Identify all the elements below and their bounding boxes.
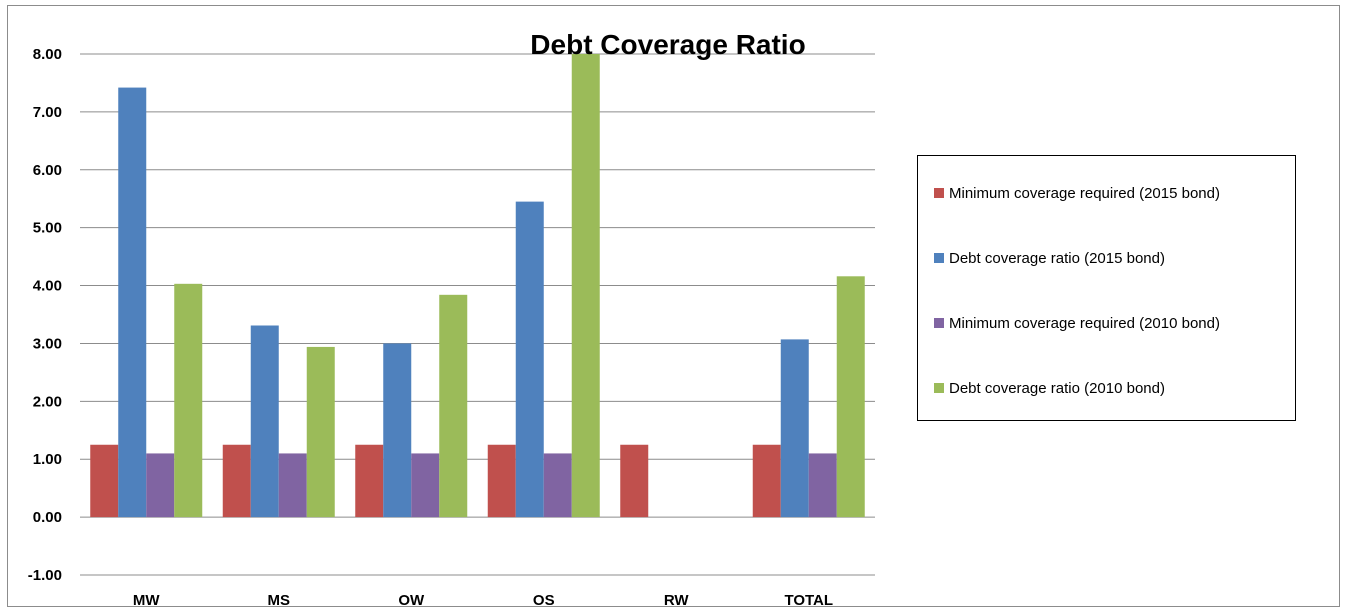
y-tick-label: 5.00 [33,220,62,237]
bar [808,453,837,518]
y-axis-ticks: 8.00 7.00 6.00 5.00 4.00 3.00 2.00 1.00 0.00 -1.0… [28,46,62,584]
y-tick-label: 2.00 [33,393,62,410]
x-category-label: OS [533,592,555,609]
y-tick-label: 3.00 [33,335,62,352]
bar [620,444,649,518]
legend-label: Minimum coverage required (2015 bond) [949,184,1220,202]
y-tick-label: -1.00 [28,567,62,584]
bar [487,444,516,518]
legend-swatch [934,253,944,263]
bar [543,453,572,518]
legend-label: Debt coverage ratio (2015 bond) [949,249,1165,267]
y-tick-label: 1.00 [33,451,62,468]
y-tick-label: 0.00 [33,509,62,526]
bar [306,346,335,518]
legend-item: Debt coverage ratio (2015 bond) [934,248,1165,268]
x-axis-categories: MW MS OW OS RW TOTAL [133,592,833,609]
legend-swatch [934,318,944,328]
chart-title: Debt Coverage Ratio [530,29,805,60]
legend-swatch [934,383,944,393]
x-category-label: MS [268,592,291,609]
bars [90,54,865,518]
y-tick-label: 7.00 [33,104,62,121]
y-tick-label: 4.00 [33,278,62,295]
bar [515,201,544,518]
bar [780,339,809,518]
bar [222,444,251,518]
bar [836,276,865,518]
legend-label: Minimum coverage required (2010 bond) [949,314,1220,332]
bar [355,444,384,518]
bar [174,283,203,518]
bar [146,453,175,518]
bar [118,87,147,518]
y-tick-label: 6.00 [33,162,62,179]
legend-item: Debt coverage ratio (2010 bond) [934,378,1165,398]
legend-item: Minimum coverage required (2015 bond) [934,183,1220,203]
x-category-label: TOTAL [784,592,833,609]
y-tick-label: 8.00 [33,46,62,63]
legend: Minimum coverage required (2015 bond) Deb… [917,155,1296,421]
legend-item: Minimum coverage required (2010 bond) [934,313,1220,333]
x-category-label: RW [664,592,690,609]
x-category-label: OW [398,592,425,609]
legend-swatch [934,188,944,198]
bar [439,294,468,518]
bar [90,444,119,518]
bar [752,444,781,518]
bar [250,325,279,518]
bar [411,453,440,518]
x-category-label: MW [133,592,160,609]
bar [278,453,307,518]
bar [383,343,412,518]
gridlines [80,53,875,576]
legend-label: Debt coverage ratio (2010 bond) [949,379,1165,397]
bar [571,54,600,518]
